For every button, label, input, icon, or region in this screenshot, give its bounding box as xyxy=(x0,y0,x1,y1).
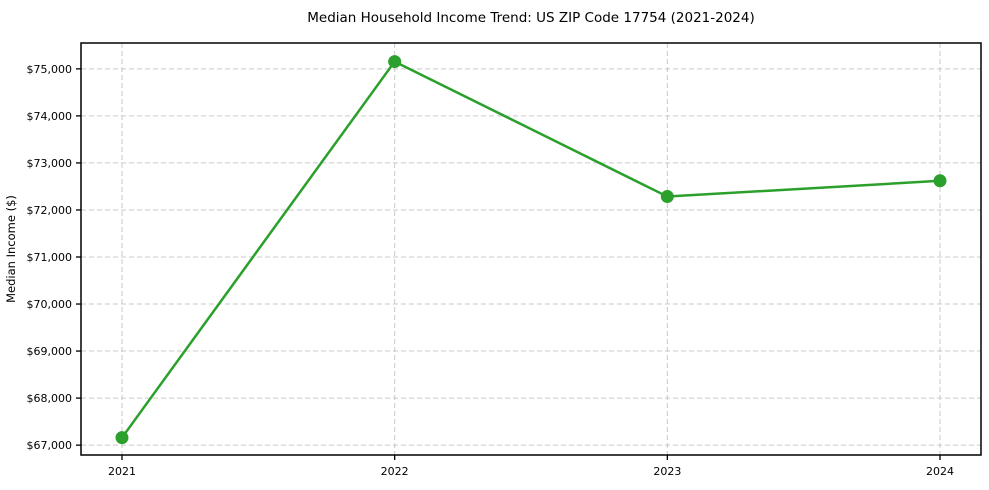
y-tick-label: $68,000 xyxy=(27,392,73,405)
data-point xyxy=(933,174,947,188)
y-tick-label: $67,000 xyxy=(27,439,73,452)
y-tick-label: $72,000 xyxy=(27,204,73,217)
y-tick-label: $73,000 xyxy=(27,157,73,170)
y-tick-label: $74,000 xyxy=(27,110,73,123)
chart-title: Median Household Income Trend: US ZIP Co… xyxy=(307,10,755,26)
data-point xyxy=(388,55,402,69)
trend-line xyxy=(120,60,942,439)
x-tick-label: 2021 xyxy=(108,465,136,478)
axis-tick-marks xyxy=(76,68,941,460)
y-tick-label: $70,000 xyxy=(27,298,73,311)
plot-border xyxy=(80,42,982,456)
y-tick-labels: $67,000 $68,000 $69,000 $70,000 $71,000 $72,0… xyxy=(27,63,73,452)
x-tick-label: 2023 xyxy=(653,465,681,478)
x-tick-label: 2022 xyxy=(381,465,409,478)
y-tick-label: $69,000 xyxy=(27,345,73,358)
x-tick-label: 2024 xyxy=(926,465,954,478)
y-axis-label: Median Income ($) xyxy=(4,195,18,303)
grid-lines xyxy=(81,43,981,455)
data-point xyxy=(660,190,674,204)
x-tick-labels: 2021 2022 2023 2024 xyxy=(108,465,954,478)
y-tick-label: $71,000 xyxy=(27,251,73,264)
data-point xyxy=(115,431,129,445)
y-tick-label: $75,000 xyxy=(27,63,73,76)
data-points xyxy=(115,55,947,445)
